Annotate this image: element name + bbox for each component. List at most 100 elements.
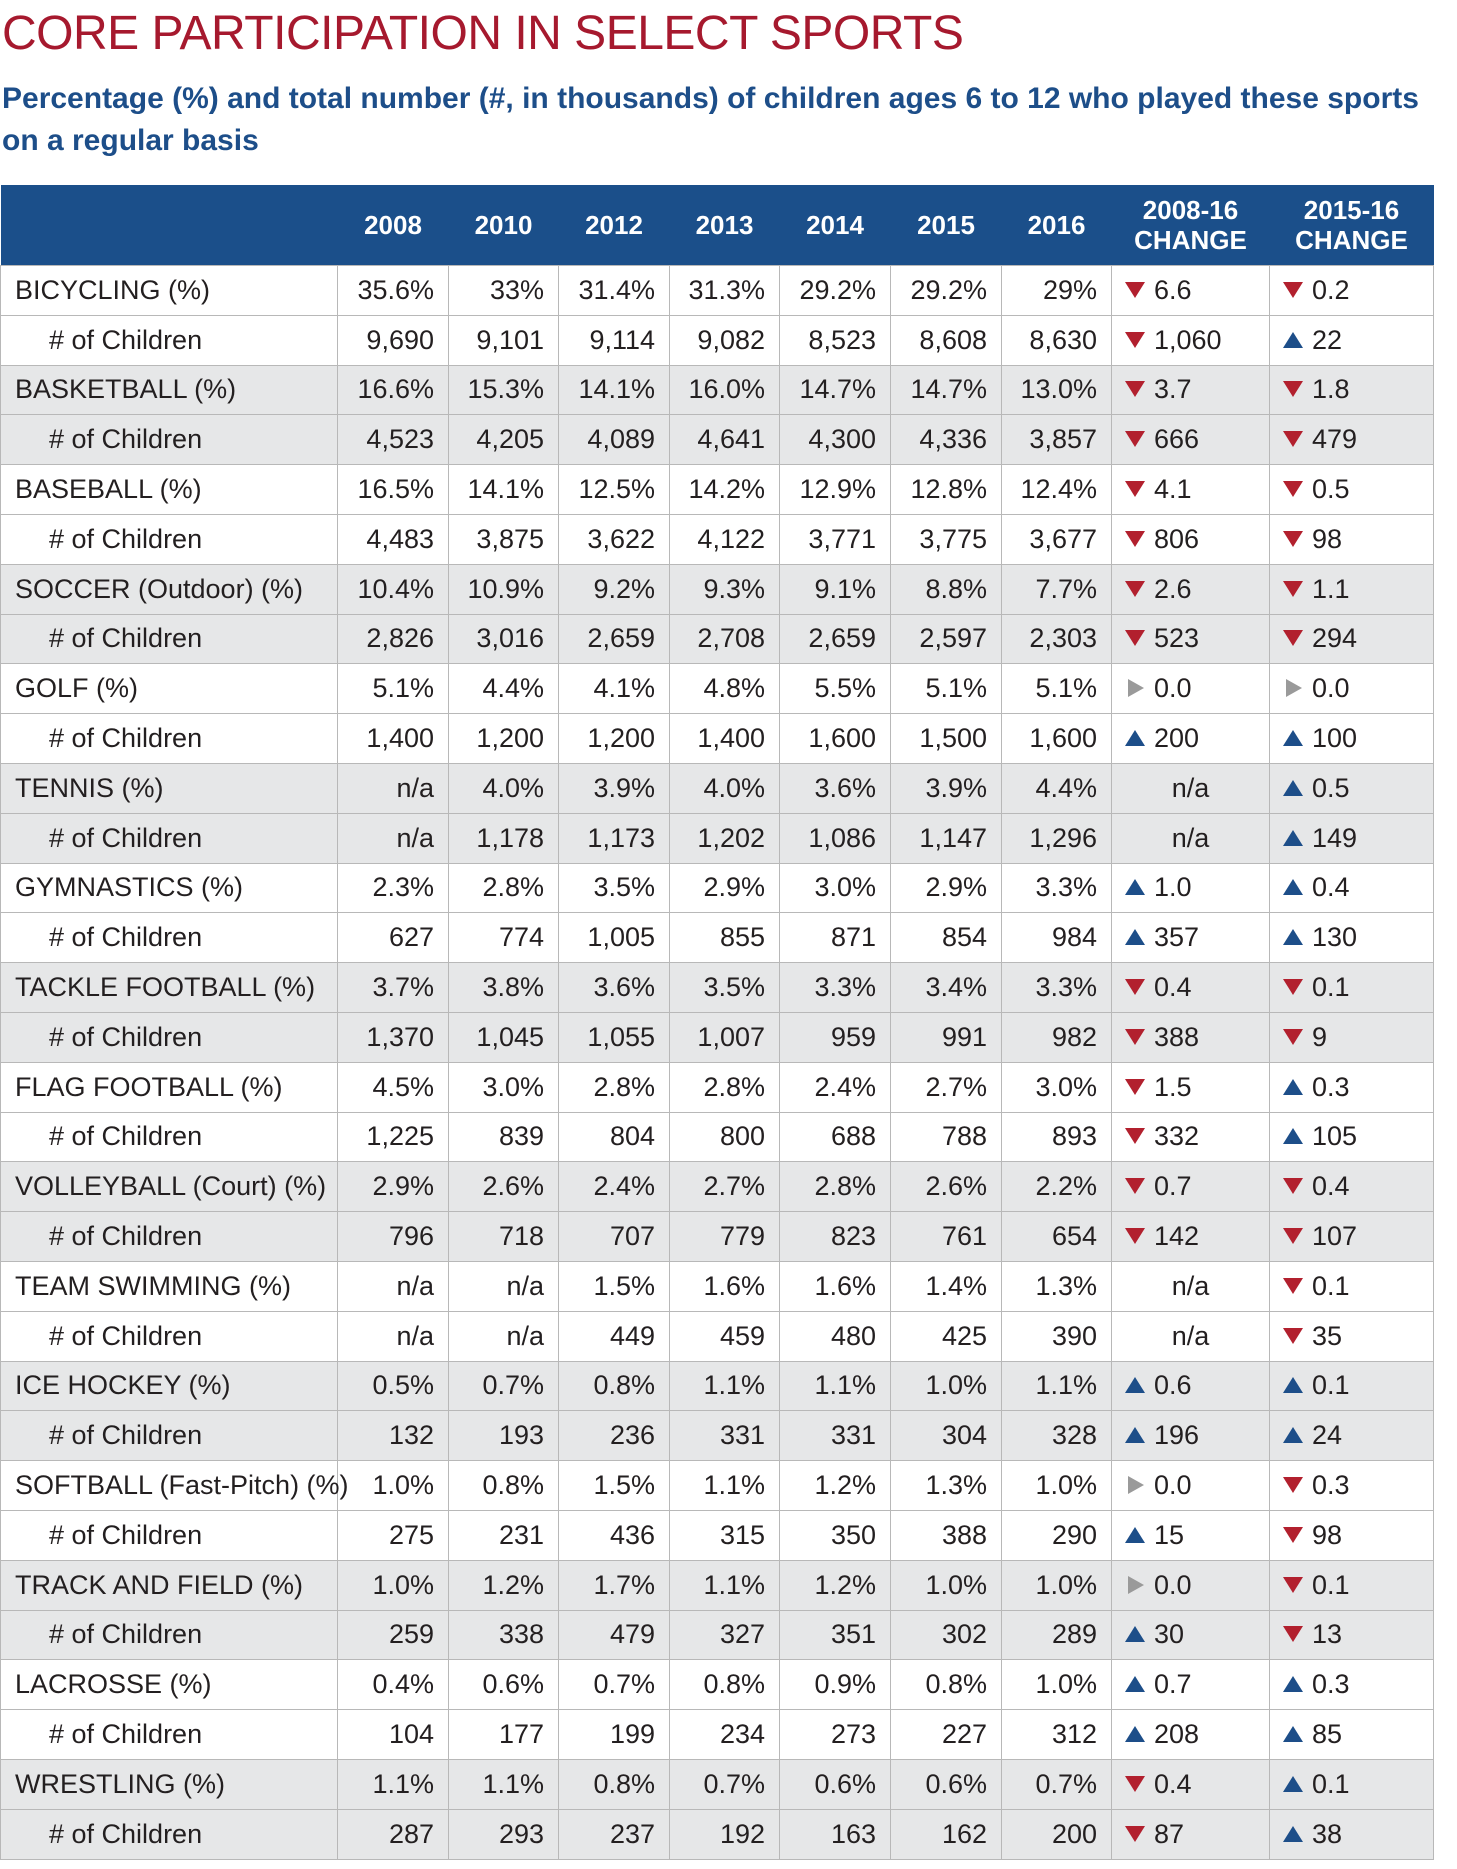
value-cell: 1.0% xyxy=(337,1559,449,1611)
row-label: # of Children xyxy=(0,513,338,565)
value-cell: 959 xyxy=(779,1011,891,1063)
value-cell: 29.2% xyxy=(779,265,891,316)
row-label: # of Children xyxy=(0,613,338,665)
value-cell: 4.4% xyxy=(448,663,559,715)
value-cell: 14.2% xyxy=(669,464,780,515)
value-cell: 4,523 xyxy=(337,414,449,466)
value-cell: 1,400 xyxy=(669,713,780,764)
change-value: 98 xyxy=(1312,523,1343,554)
arrow-shape xyxy=(1125,1626,1145,1643)
trend-arrow xyxy=(1283,580,1303,597)
change-value: 0.2 xyxy=(1312,274,1350,305)
arrow-shape xyxy=(1125,580,1145,597)
table-row: ICE HOCKEY (%) 0.5% 0.7% 0.8% 1.1% 1.1% 1.0% 1.… xyxy=(0,1360,1434,1412)
value-cell: 3,857 xyxy=(1001,414,1112,466)
value-cell: 459 xyxy=(669,1310,780,1362)
value-cell: 3.9% xyxy=(890,762,1002,814)
value-cell: 231 xyxy=(448,1509,559,1561)
row-label: # of Children xyxy=(0,1410,338,1462)
change-value: 4.1 xyxy=(1154,474,1192,505)
value-cell: 3.6% xyxy=(558,962,670,1013)
trend-arrow xyxy=(1283,1128,1303,1145)
value-cell: 351 xyxy=(779,1609,891,1661)
value-cell: 2.8% xyxy=(448,862,559,914)
table-row: BASEBALL (%) 16.5% 14.1% 12.5% 14.2% 12.9% 12.… xyxy=(0,464,1434,515)
change-value: 35 xyxy=(1312,1320,1343,1351)
value-cell: 0.6% xyxy=(890,1758,1002,1810)
arrow-shape xyxy=(1125,431,1145,448)
arrow-shape xyxy=(1125,979,1145,996)
row-label: WRESTLING (%) xyxy=(0,1758,338,1810)
arrow-shape xyxy=(1125,1526,1145,1543)
trend-arrow xyxy=(1283,1228,1303,1245)
trend-arrow xyxy=(1125,1427,1145,1444)
value-cell: 16.5% xyxy=(337,464,449,515)
change-cell: n/a xyxy=(1111,1310,1270,1362)
value-cell: 302 xyxy=(890,1609,1002,1661)
arrow-shape xyxy=(1125,381,1145,398)
change-value: n/a xyxy=(1171,1270,1210,1301)
change-value: 357 xyxy=(1154,922,1200,953)
value-cell: 480 xyxy=(779,1310,891,1362)
value-cell: 14.1% xyxy=(558,364,670,416)
value-cell: 14.7% xyxy=(890,364,1002,416)
change-value: n/a xyxy=(1171,822,1210,853)
trend-arrow xyxy=(1125,1377,1145,1394)
value-cell: 2.8% xyxy=(558,1061,670,1113)
row-label: # of Children xyxy=(0,1310,338,1362)
value-cell: 293 xyxy=(448,1808,559,1860)
value-cell: 1.1% xyxy=(1001,1360,1112,1412)
value-cell: 192 xyxy=(669,1808,780,1860)
arrow-shape xyxy=(1283,829,1303,846)
value-cell: 0.9% xyxy=(779,1659,891,1711)
table-row: # of Children n/a 1,178 1,173 1,202 1,086 1,14… xyxy=(0,812,1434,864)
value-cell: 436 xyxy=(558,1509,670,1561)
trend-arrow xyxy=(1125,730,1145,747)
value-cell: 9.3% xyxy=(669,563,780,615)
value-cell: 338 xyxy=(448,1609,559,1661)
trend-arrow xyxy=(1286,679,1302,698)
value-cell: 1,600 xyxy=(1001,713,1112,764)
row-label: TENNIS (%) xyxy=(0,762,338,814)
value-cell: 2.7% xyxy=(669,1161,780,1213)
trend-arrow xyxy=(1283,1726,1303,1742)
change-cell: 0.0 xyxy=(1111,1460,1270,1511)
row-label: # of Children xyxy=(0,1509,338,1561)
value-cell: 177 xyxy=(448,1709,559,1760)
table-row: # of Children 287 293 237 192 163 162 200 87 38 xyxy=(0,1808,1434,1860)
trend-arrow xyxy=(1125,1726,1145,1742)
value-cell: 1.2% xyxy=(448,1559,559,1611)
trend-arrow xyxy=(1283,1028,1303,1045)
trend-arrow xyxy=(1283,1477,1303,1494)
value-cell: 4,205 xyxy=(448,414,559,466)
value-cell: 855 xyxy=(669,912,780,964)
value-cell: 3.8% xyxy=(448,962,559,1013)
arrow-shape xyxy=(1283,1477,1303,1494)
value-cell: 12.4% xyxy=(1001,464,1112,515)
change-value: 1.8 xyxy=(1312,374,1350,405)
change-value: 1.5 xyxy=(1154,1071,1192,1102)
value-cell: 14.1% xyxy=(448,464,559,515)
value-cell: 479 xyxy=(558,1609,670,1661)
change-value: 0.7 xyxy=(1154,1669,1192,1700)
trend-arrow xyxy=(1125,1128,1145,1145)
value-cell: 425 xyxy=(890,1310,1002,1362)
change-value: 0.0 xyxy=(1154,1569,1192,1600)
change-cell: 0.7 xyxy=(1111,1659,1270,1711)
change-cell: 22 xyxy=(1269,314,1434,366)
arrow-shape xyxy=(1128,679,1144,698)
value-cell: 4,483 xyxy=(337,513,449,565)
trend-arrow xyxy=(1283,730,1303,747)
change-cell: 0.1 xyxy=(1269,1758,1434,1810)
value-cell: 1.2% xyxy=(779,1460,891,1511)
value-cell: 800 xyxy=(669,1111,780,1163)
arrow-shape xyxy=(1283,1676,1303,1693)
column-header: 2012 xyxy=(558,185,670,266)
value-cell: 449 xyxy=(558,1310,670,1362)
trend-arrow xyxy=(1283,1775,1303,1792)
trend-arrow xyxy=(1125,929,1145,946)
value-cell: 9,082 xyxy=(669,314,780,366)
value-cell: 5.5% xyxy=(779,663,891,715)
trend-arrow xyxy=(1283,431,1303,448)
value-cell: 1.6% xyxy=(779,1260,891,1312)
